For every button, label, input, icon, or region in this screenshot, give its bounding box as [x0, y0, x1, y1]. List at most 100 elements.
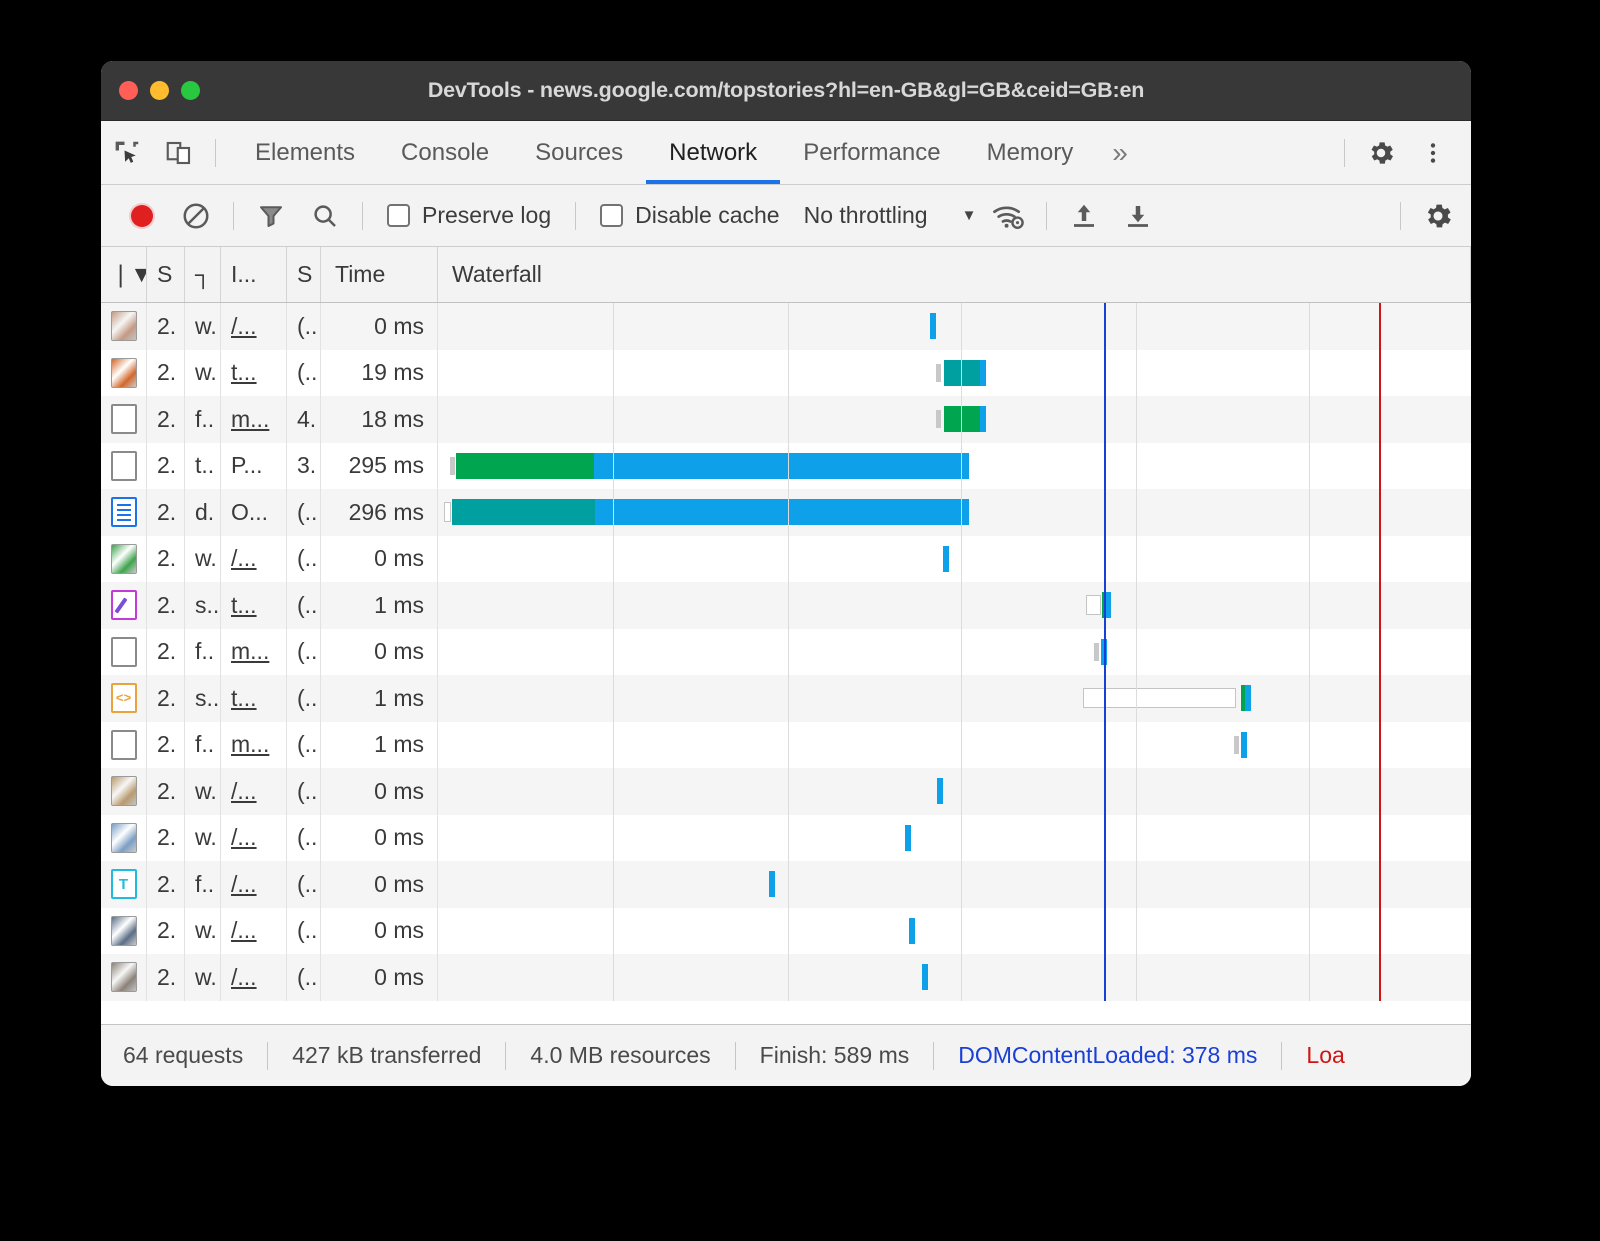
waterfall-bar[interactable] [438, 685, 1471, 711]
initiator-link[interactable]: /... [231, 777, 257, 804]
import-har-icon[interactable] [1057, 185, 1111, 247]
table-row[interactable]: 2. f.. m... (.. 1 ms [101, 721, 1471, 768]
waterfall-bar[interactable] [438, 638, 1471, 665]
initiator-link[interactable]: m... [231, 731, 270, 758]
initiator-link[interactable]: m... [231, 638, 270, 665]
more-tabs-chevron-icon[interactable]: » [1112, 136, 1128, 168]
waterfall-bar[interactable] [438, 313, 1471, 339]
clear-button[interactable] [169, 185, 223, 247]
cell-initiator[interactable]: /... [221, 954, 287, 1001]
waterfall-bar[interactable] [438, 592, 1471, 618]
initiator-link[interactable]: /... [231, 917, 257, 944]
initiator-link[interactable]: O... [231, 498, 269, 525]
preserve-log-box[interactable] [387, 204, 410, 227]
file-type-document-icon [110, 636, 137, 667]
chevron-down-icon[interactable]: ▼ [961, 207, 977, 224]
table-row[interactable]: 2. f.. m... (.. 0 ms [101, 628, 1471, 675]
column-header-status[interactable]: S [147, 247, 185, 302]
column-header-initiator[interactable]: I... [221, 247, 287, 302]
waterfall-bar[interactable] [438, 824, 1471, 851]
cell-initiator[interactable]: /... [221, 907, 287, 954]
network-status-bar: 64 requests 427 kB transferred 4.0 MB re… [101, 1024, 1471, 1086]
column-header-time[interactable]: Time [321, 247, 438, 302]
column-header-size[interactable]: S [287, 247, 321, 302]
initiator-link[interactable]: m... [231, 405, 270, 432]
waterfall-bar[interactable] [438, 871, 1471, 897]
waterfall-bar[interactable] [438, 406, 1471, 432]
tab-performance[interactable]: Performance [803, 138, 941, 166]
initiator-link[interactable]: P... [231, 452, 263, 479]
initiator-link[interactable]: t... [231, 684, 257, 711]
cell-initiator[interactable]: /... [221, 535, 287, 582]
gear-icon[interactable] [1355, 121, 1407, 185]
cell-initiator[interactable]: m... [221, 396, 287, 443]
table-row[interactable]: 2. w. /... (.. 0 ms [101, 535, 1471, 582]
tab-console[interactable]: Console [401, 138, 490, 166]
cell-initiator[interactable]: O... [221, 489, 287, 536]
initiator-link[interactable]: t... [231, 591, 257, 618]
inspect-element-icon[interactable] [101, 121, 153, 185]
cell-initiator[interactable]: /... [221, 861, 287, 908]
waterfall-bar[interactable] [438, 731, 1471, 758]
initiator-link[interactable]: /... [231, 312, 257, 339]
initiator-link[interactable]: /... [231, 870, 257, 897]
waterfall-bar[interactable] [438, 452, 1471, 479]
waterfall-bar[interactable] [438, 499, 1471, 525]
cell-initiator[interactable]: /... [221, 768, 287, 815]
waterfall-bar[interactable] [438, 964, 1471, 990]
initiator-link[interactable]: /... [231, 545, 257, 572]
maximize-window-button[interactable] [181, 81, 200, 100]
table-row[interactable]: 2. w. /... (.. 0 ms [101, 954, 1471, 1001]
table-row[interactable]: 2. w. /... (.. 0 ms [101, 768, 1471, 815]
network-settings-gear-icon[interactable] [1411, 185, 1465, 247]
waterfall-segment-green [944, 406, 980, 432]
table-row[interactable]: 2. f.. m... 4. 18 ms [101, 396, 1471, 443]
table-row[interactable]: 2. t.. P... 3. 295 ms [101, 442, 1471, 489]
waterfall-bar[interactable] [438, 359, 1471, 386]
status-load: Loa [1306, 1042, 1345, 1068]
tab-elements[interactable]: Elements [255, 138, 356, 166]
column-header-type[interactable]: ┐ [185, 247, 221, 302]
initiator-link[interactable]: /... [231, 963, 257, 990]
tab-memory[interactable]: Memory [986, 138, 1074, 166]
cell-initiator[interactable]: /... [221, 303, 287, 350]
close-window-button[interactable] [119, 81, 138, 100]
column-header-waterfall[interactable]: Waterfall [438, 247, 1471, 302]
preserve-log-checkbox[interactable]: Preserve log [373, 202, 565, 229]
cell-initiator[interactable]: /... [221, 814, 287, 861]
table-row[interactable]: T 2. f.. /... (.. 0 ms [101, 861, 1471, 908]
disable-cache-checkbox[interactable]: Disable cache [586, 202, 793, 229]
tab-network[interactable]: Network [646, 121, 781, 184]
waterfall-bar[interactable] [438, 778, 1471, 804]
minimize-window-button[interactable] [150, 81, 169, 100]
filter-button[interactable] [244, 185, 298, 247]
cell-time: 295 ms [321, 442, 438, 489]
table-row[interactable]: 2. w. /... (.. 0 ms [101, 814, 1471, 861]
record-button[interactable] [115, 185, 169, 247]
throttling-dropdown[interactable]: No throttling ▼ [794, 202, 977, 229]
tab-sources[interactable]: Sources [535, 138, 624, 166]
device-toolbar-icon[interactable] [153, 121, 205, 185]
initiator-link[interactable]: t... [231, 359, 257, 386]
table-row[interactable]: <> 2. s.. t... (.. 1 ms [101, 675, 1471, 722]
column-header-sort[interactable]: ❘▼ [101, 247, 147, 302]
waterfall-bar[interactable] [438, 917, 1471, 944]
cell-initiator[interactable]: m... [221, 721, 287, 768]
kebab-menu-icon[interactable] [1407, 121, 1459, 185]
table-row[interactable]: 2. s.. t... (.. 1 ms [101, 582, 1471, 629]
disable-cache-box[interactable] [600, 204, 624, 227]
cell-initiator[interactable]: t... [221, 675, 287, 722]
search-button[interactable] [298, 185, 352, 247]
export-har-icon[interactable] [1111, 185, 1165, 247]
waterfall-bar[interactable] [438, 545, 1471, 572]
table-row[interactable]: 2. w. t... (.. 19 ms [101, 349, 1471, 396]
cell-initiator[interactable]: m... [221, 628, 287, 675]
network-conditions-icon[interactable] [982, 185, 1036, 247]
table-row[interactable]: 2. d. O... (.. 296 ms [101, 489, 1471, 536]
initiator-link[interactable]: /... [231, 824, 257, 851]
table-row[interactable]: 2. w. /... (.. 0 ms [101, 303, 1471, 350]
cell-initiator[interactable]: t... [221, 349, 287, 396]
cell-initiator[interactable]: P... [221, 442, 287, 489]
table-row[interactable]: 2. w. /... (.. 0 ms [101, 907, 1471, 954]
cell-initiator[interactable]: t... [221, 582, 287, 629]
